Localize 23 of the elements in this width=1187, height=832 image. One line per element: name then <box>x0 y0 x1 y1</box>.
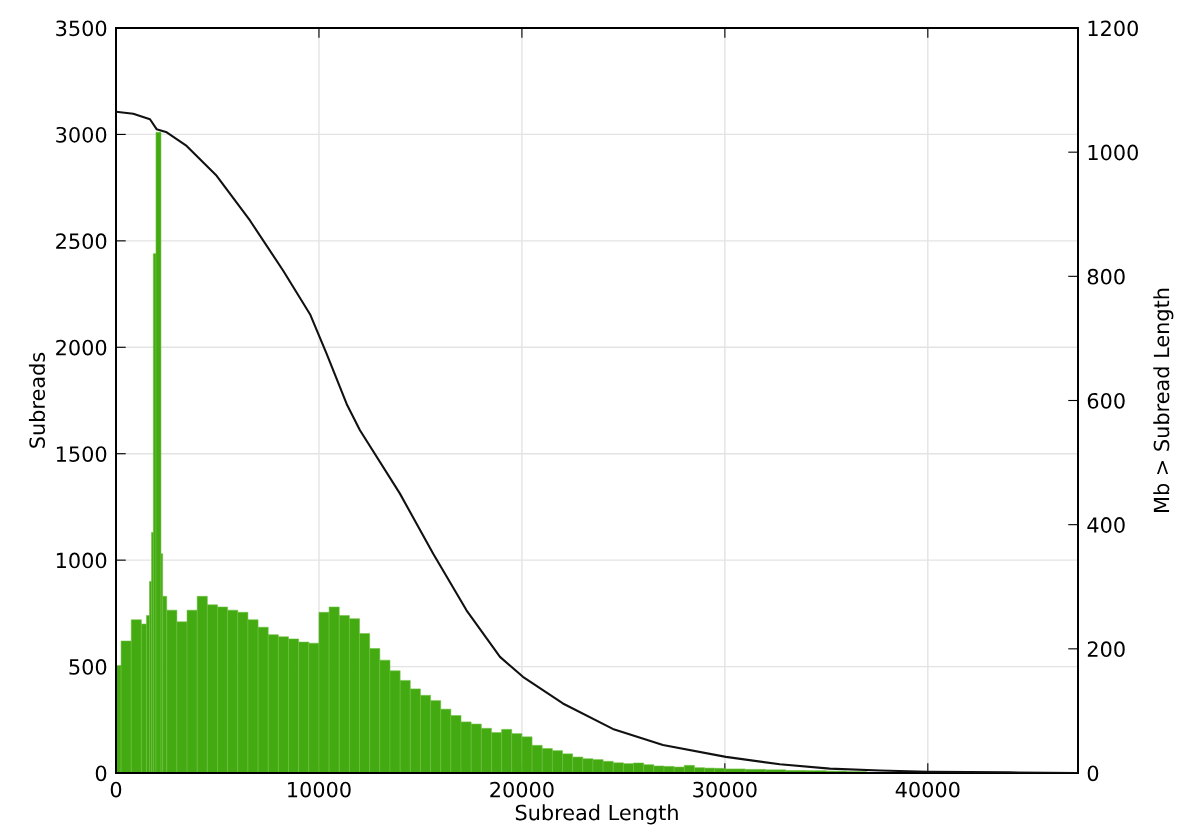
x-tick-label: 30000 <box>693 781 757 798</box>
x-axis-title: Subread Length <box>515 804 678 825</box>
y2-tick-label: 200 <box>1087 641 1125 658</box>
y-tick-label: 3000 <box>56 126 107 143</box>
y-axis-title: Subreads <box>28 352 46 448</box>
x-tick-label: 10000 <box>288 781 351 798</box>
y2-axis-title: Mb > Subread Length <box>1153 288 1174 512</box>
y-tick-label: 0 <box>95 765 107 782</box>
y2-tick-label: 1000 <box>1088 144 1138 161</box>
y-tick-label: 1500 <box>56 446 107 462</box>
y-tick-label: 2000 <box>56 339 107 356</box>
y-tick-label: 500 <box>69 659 107 675</box>
y-tick-label: 2500 <box>56 233 107 250</box>
y-tick-label: 3500 <box>56 20 107 37</box>
y2-tick-label: 600 <box>1087 392 1125 409</box>
y2-tick-label: 400 <box>1087 517 1125 533</box>
y2-tick-label: 800 <box>1087 268 1125 285</box>
y2-tick-label: 1200 <box>1088 20 1138 37</box>
x-tick-label: 20000 <box>490 781 554 798</box>
y2-tick-label: 0 <box>1087 765 1099 782</box>
x-tick-label: 40000 <box>895 781 960 798</box>
y-tick-label: 1000 <box>56 552 107 569</box>
x-tick-label: 0 <box>110 781 122 798</box>
